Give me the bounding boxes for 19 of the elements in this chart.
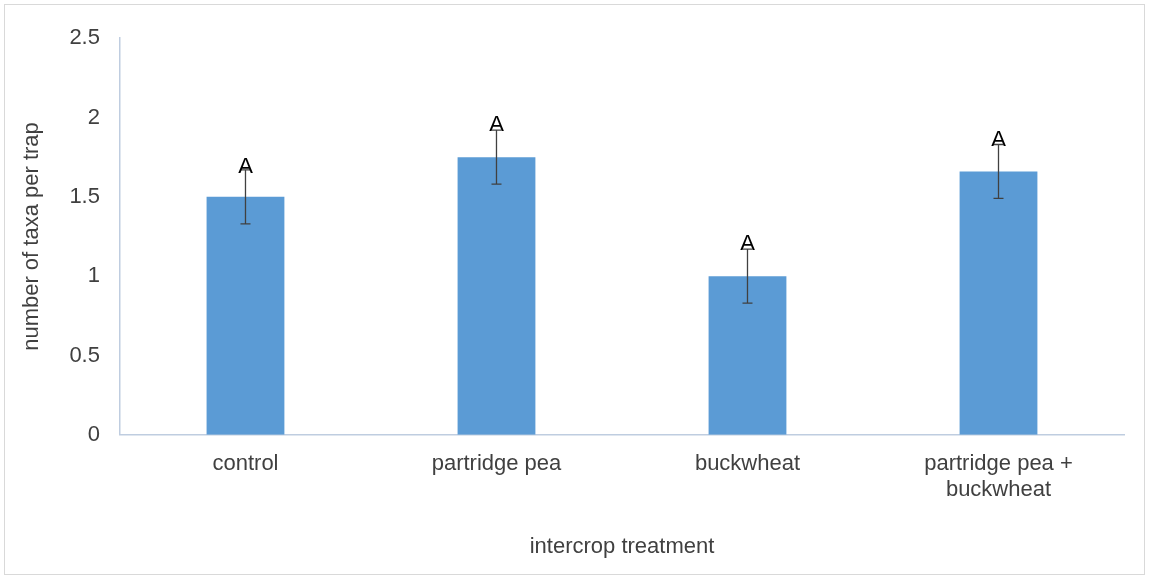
bar [959, 171, 1038, 435]
x-tick-label: partridge pea + buckwheat [924, 450, 1073, 502]
y-tick-label: 2 [87, 103, 100, 129]
y-tick-label: 2.5 [69, 24, 100, 50]
annotation: A [740, 230, 756, 256]
x-tick-label: partridge pea [431, 450, 563, 476]
y-axis-title: number of taxa per trap [18, 122, 44, 351]
annotation: A [991, 125, 1007, 151]
x-tick-label: buckwheat [694, 450, 801, 476]
bar [457, 157, 536, 435]
y-tick-label: 1.5 [69, 182, 100, 208]
annotation: A [489, 111, 505, 137]
y-tick-label: 0.5 [69, 341, 100, 367]
x-axis-title: intercrop treatment [529, 532, 715, 558]
bar [206, 196, 285, 435]
y-tick-label: 1 [87, 262, 100, 288]
x-tick-label: control [212, 450, 279, 476]
bar [708, 276, 787, 435]
y-tick-label: 0 [87, 420, 100, 446]
